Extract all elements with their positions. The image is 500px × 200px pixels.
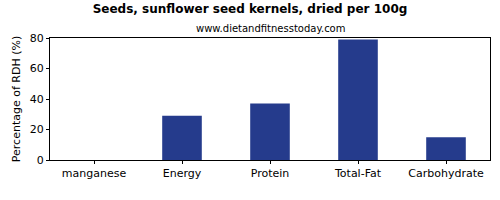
svg-text:60: 60 [30, 62, 44, 75]
svg-text:Total-Fat: Total-Fat [334, 167, 382, 180]
svg-text:80: 80 [30, 32, 44, 45]
svg-text:0: 0 [37, 154, 44, 167]
svg-text:Protein: Protein [251, 167, 290, 180]
svg-text:Seeds, sunflower seed kernels,: Seeds, sunflower seed kernels, dried per… [93, 2, 408, 16]
svg-text:Percentage of RDH (%): Percentage of RDH (%) [10, 36, 23, 162]
svg-text:manganese: manganese [62, 167, 127, 180]
svg-text:Carbohydrate: Carbohydrate [408, 167, 484, 180]
svg-text:Energy: Energy [163, 167, 202, 180]
svg-text:40: 40 [30, 93, 44, 106]
svg-text:20: 20 [30, 123, 44, 136]
svg-text:www.dietandfitnesstoday.com: www.dietandfitnesstoday.com [196, 23, 345, 34]
